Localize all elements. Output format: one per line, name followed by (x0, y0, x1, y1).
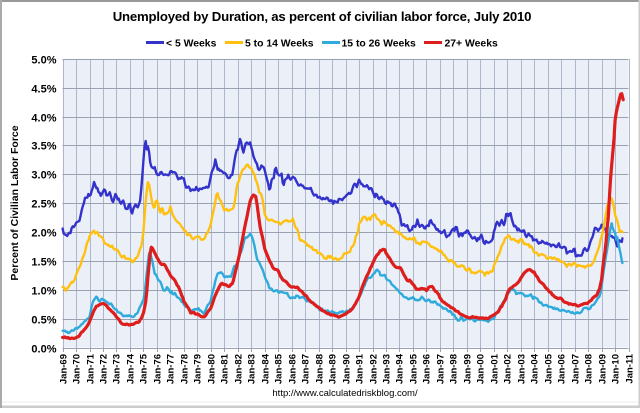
svg-text:Jan-85: Jan-85 (274, 353, 285, 384)
svg-text:Jan-05: Jan-05 (544, 353, 555, 384)
svg-text:Jan-00: Jan-00 (476, 354, 487, 384)
svg-text:Jan-92: Jan-92 (369, 354, 380, 384)
svg-text:Percent of Civilian Labor Forc: Percent of Civilian Labor Force (9, 125, 21, 280)
svg-text:Jan-76: Jan-76 (153, 354, 164, 384)
svg-text:0.0%: 0.0% (31, 344, 56, 356)
svg-text:Jan-69: Jan-69 (59, 354, 70, 384)
svg-text:Jan-82: Jan-82 (234, 354, 245, 384)
svg-text:2.5%: 2.5% (31, 199, 56, 211)
svg-text:Jan-01: Jan-01 (490, 353, 501, 384)
svg-text:Jan-74: Jan-74 (126, 353, 137, 384)
svg-text:Jan-08: Jan-08 (584, 354, 595, 384)
svg-text:Jan-04: Jan-04 (530, 353, 541, 384)
svg-text:Jan-93: Jan-93 (382, 354, 393, 384)
svg-text:Jan-91: Jan-91 (355, 353, 366, 384)
svg-text:Jan-86: Jan-86 (288, 354, 299, 384)
svg-text:Jan-03: Jan-03 (517, 354, 528, 384)
svg-text:Jan-70: Jan-70 (72, 354, 83, 384)
svg-text:< 5 Weeks: < 5 Weeks (166, 38, 217, 49)
svg-text:Jan-89: Jan-89 (328, 354, 339, 384)
svg-text:3.0%: 3.0% (31, 170, 56, 182)
svg-text:5 to 14 Weeks: 5 to 14 Weeks (245, 38, 314, 49)
svg-text:Jan-06: Jan-06 (557, 354, 568, 384)
svg-text:1.0%: 1.0% (31, 286, 56, 298)
svg-text:Jan-96: Jan-96 (422, 354, 433, 384)
svg-text:Jan-09: Jan-09 (598, 354, 609, 384)
svg-text:Jan-97: Jan-97 (436, 354, 447, 384)
svg-text:Jan-10: Jan-10 (611, 354, 622, 384)
svg-text:Unemployed by Duration, as per: Unemployed by Duration, as percent of ci… (113, 9, 532, 24)
svg-text:3.5%: 3.5% (31, 141, 56, 153)
svg-text:Jan-11: Jan-11 (625, 353, 636, 383)
svg-text:Jan-84: Jan-84 (261, 353, 272, 384)
svg-text:4.0%: 4.0% (31, 113, 56, 125)
svg-text:Jan-02: Jan-02 (503, 354, 514, 384)
svg-text:4.5%: 4.5% (31, 84, 56, 96)
svg-text:Jan-98: Jan-98 (449, 354, 460, 384)
svg-text:Jan-07: Jan-07 (571, 354, 582, 384)
svg-text:27+ Weeks: 27+ Weeks (445, 38, 498, 49)
svg-text:Jan-75: Jan-75 (139, 353, 150, 384)
svg-text:Jan-71: Jan-71 (86, 353, 97, 384)
svg-text:Jan-88: Jan-88 (315, 354, 326, 384)
svg-text:Jan-80: Jan-80 (207, 354, 218, 384)
svg-text:5.0%: 5.0% (31, 55, 56, 67)
svg-text:1.5%: 1.5% (31, 257, 56, 269)
svg-text:0.5%: 0.5% (31, 315, 56, 327)
svg-text:2.0%: 2.0% (31, 228, 56, 240)
svg-text:http://www.calculatedriskblog.: http://www.calculatedriskblog.com/ (272, 388, 418, 399)
svg-text:Jan-94: Jan-94 (395, 353, 406, 384)
svg-text:Jan-77: Jan-77 (166, 354, 177, 384)
svg-text:Jan-87: Jan-87 (301, 354, 312, 384)
svg-text:Jan-83: Jan-83 (247, 354, 258, 384)
svg-text:Jan-81: Jan-81 (220, 353, 231, 384)
svg-text:Jan-73: Jan-73 (112, 354, 123, 384)
svg-text:Jan-72: Jan-72 (99, 354, 110, 384)
svg-text:Jan-90: Jan-90 (342, 354, 353, 384)
svg-text:Jan-79: Jan-79 (193, 354, 204, 384)
svg-text:Jan-78: Jan-78 (180, 354, 191, 384)
svg-text:15 to 26 Weeks: 15 to 26 Weeks (342, 38, 417, 49)
svg-text:Jan-99: Jan-99 (463, 354, 474, 384)
svg-text:Jan-95: Jan-95 (409, 353, 420, 384)
